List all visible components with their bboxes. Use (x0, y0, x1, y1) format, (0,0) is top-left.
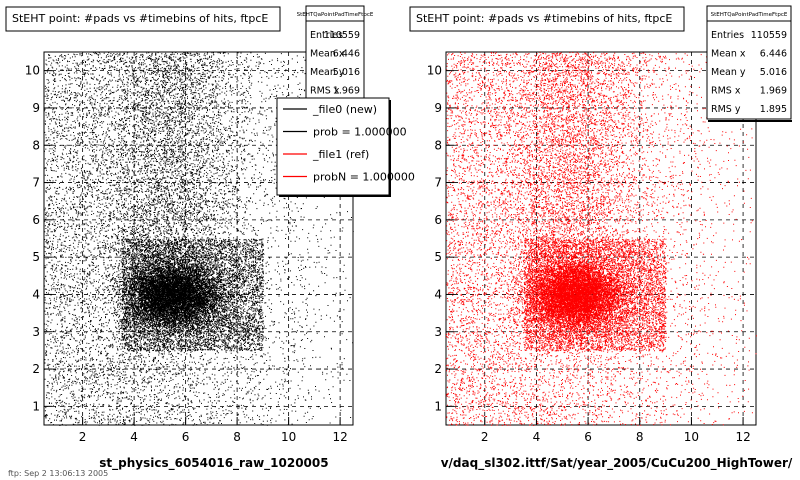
scatter-points (44, 52, 354, 426)
legend-label: probN = 1.000000 (313, 171, 415, 184)
y-tick-label: 2 (434, 362, 442, 376)
y-tick-label: 9 (32, 101, 40, 115)
stats-value: 5.016 (760, 67, 787, 78)
y-tick-label: 1 (32, 399, 40, 413)
y-tick-label: 10 (25, 64, 40, 78)
plot-panel-1: 2 4 6 8 10 1212345678910st_physics_6054016_ra… (5, 5, 415, 478)
stats-label: Entries (711, 30, 744, 41)
plot-panel-2: 2 4 6 8 10 1212345678910v/daq_sl302.ittf/Sat/… (409, 5, 793, 471)
stats-label: Mean y (711, 67, 746, 78)
x-tick-label: 4 (533, 430, 541, 444)
legend-label: _file0 (new) (312, 103, 377, 116)
plot-frame (445, 51, 757, 426)
stats-value: 6.446 (760, 49, 787, 60)
y-tick-label: 4 (434, 287, 442, 301)
stats-value: 1.969 (760, 86, 787, 97)
stats-shadow (708, 120, 792, 122)
y-tick-label: 6 (32, 213, 40, 227)
stats-value: 110559 (751, 30, 787, 41)
legend-frame (276, 97, 390, 196)
y-tick-label: 3 (32, 325, 40, 339)
y-tick-label: 2 (32, 362, 40, 376)
title-box (5, 6, 281, 32)
stats-name: StEHTQaPointPadTimeFtpcE (297, 12, 374, 18)
x-tick-label: 6 (584, 430, 592, 444)
x-axis-label: st_physics_6054016_raw_1020005 (99, 456, 328, 471)
x-tick-label: 10 (684, 430, 699, 444)
x-tick-label: 2 (481, 430, 489, 444)
y-tick-label: 1 (434, 399, 442, 413)
stats-value: 5.016 (333, 67, 360, 78)
stats-value: 6.446 (333, 49, 360, 60)
stats-label: Entries (310, 30, 343, 41)
stats-label: RMS x (711, 86, 741, 97)
x-tick-label: 6 (182, 430, 190, 444)
stats-label: Mean x (711, 49, 746, 60)
chart-title: StEHT point: #pads vs #timebins of hits,… (416, 12, 672, 25)
chart-title: StEHT point: #pads vs #timebins of hits,… (12, 12, 268, 25)
stats-label: RMS y (711, 104, 741, 115)
y-tick-label: 5 (434, 250, 442, 264)
y-tick-label: 7 (434, 176, 442, 190)
stats-frame (706, 5, 792, 120)
x-tick-label: 12 (735, 430, 750, 444)
legend-label: prob = 1.000000 (313, 126, 407, 139)
x-tick-label: 12 (332, 430, 347, 444)
stats-value: 110559 (324, 30, 360, 41)
legend-label: _file1 (ref) (312, 148, 369, 161)
stats-box: StEHTQaPointPadTimeFtpcE Entries 110559 Mea… (706, 5, 792, 122)
y-tick-label: 10 (427, 64, 442, 78)
y-tick-label: 5 (32, 250, 40, 264)
stats-name: StEHTQaPointPadTimeFtpcE (711, 12, 788, 18)
title-box (409, 6, 685, 32)
scatter-marks (446, 52, 757, 426)
stats-value: 1.969 (333, 86, 360, 97)
x-tick-label: 8 (636, 430, 644, 444)
x-tick-label: 4 (130, 430, 138, 444)
y-tick-label: 8 (32, 138, 40, 152)
y-tick-label: 8 (434, 138, 442, 152)
y-tick-label: 6 (434, 213, 442, 227)
y-tick-label: 4 (32, 287, 40, 301)
y-tick-label: 7 (32, 176, 40, 190)
x-tick-label: 10 (281, 430, 296, 444)
y-tick-label: 9 (434, 101, 442, 115)
stats-label: RMS x (310, 86, 340, 97)
scatter-points (446, 52, 757, 426)
stats-label: Mean y (310, 67, 345, 78)
stats-label: Mean x (310, 49, 345, 60)
x-axis-label: v/daq_sl302.ittf/Sat/year_2005/CuCu200_H… (441, 456, 793, 471)
x-tick-label: 8 (233, 430, 241, 444)
y-tick-label: 3 (434, 325, 442, 339)
legend: _file0 (new) prob = 1.000000 _file1 (ref) p… (276, 97, 415, 197)
footer-text: ftp: Sep 2 13:06:13 2005 (8, 469, 108, 478)
stats-value: 1.895 (760, 104, 787, 115)
scatter-marks (44, 52, 354, 426)
x-tick-label: 2 (79, 430, 87, 444)
